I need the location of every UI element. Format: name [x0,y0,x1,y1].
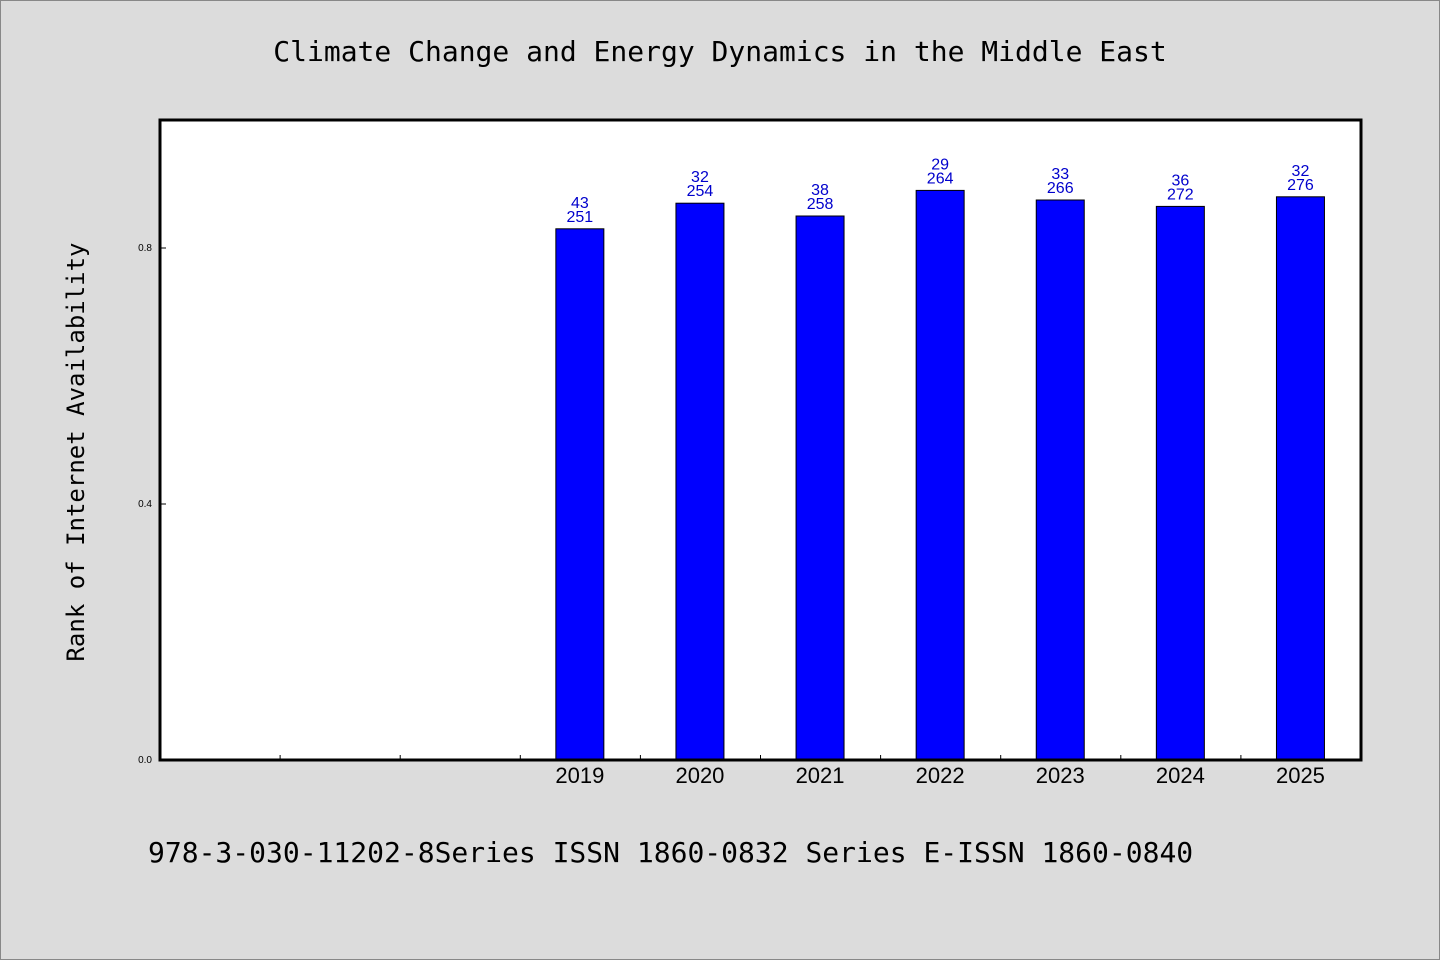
bar-2023 [1035,199,1085,761]
x-tick-label: 2023 [1036,763,1085,788]
bar-2025 [1275,196,1325,761]
bar-2021 [795,215,845,761]
chart-title: Climate Change and Energy Dynamics in th… [273,35,1166,68]
footer-isbn-text: 978-3-030-11202-8Series ISSN 1860-0832 S… [148,836,1193,869]
data-label-top: 32 [691,169,709,186]
data-label-top: 33 [1051,166,1069,183]
data-label-bottom: 264 [927,170,954,187]
data-label-top: 29 [931,156,949,173]
x-tick-label: 2025 [1276,763,1325,788]
data-label-bottom: 254 [687,183,714,200]
bar-2019 [555,228,605,761]
y-tick-label: 0.4 [138,499,152,510]
bar-2020 [675,202,725,761]
data-label-top: 43 [571,195,589,212]
x-tick-label: 2019 [555,763,604,788]
data-label-bottom: 251 [566,209,593,226]
data-label-bottom: 266 [1047,180,1074,197]
ticks-layer: 2019 2020 2021 2022 2023 2024 2025 0.0 0.4 0.8 [138,243,1325,788]
data-label-bottom: 272 [1167,186,1194,203]
data-label-top: 36 [1171,172,1189,189]
y-tick-label: 0.8 [138,243,152,254]
bar-2024 [1155,205,1205,761]
bar-2022 [915,189,965,761]
data-label-bottom: 276 [1287,177,1314,194]
y-axis-label: Rank of Internet Availability [62,242,90,661]
x-tick-label: 2020 [675,763,724,788]
x-tick-label: 2024 [1156,763,1205,788]
plot-border [158,118,1363,762]
y-tick-label: 0.0 [138,755,152,766]
data-label-top: 38 [811,182,829,199]
data-label-top: 32 [1292,163,1310,180]
x-tick-label: 2022 [916,763,965,788]
data-label-bottom: 258 [807,196,834,213]
x-tick-label: 2021 [796,763,845,788]
